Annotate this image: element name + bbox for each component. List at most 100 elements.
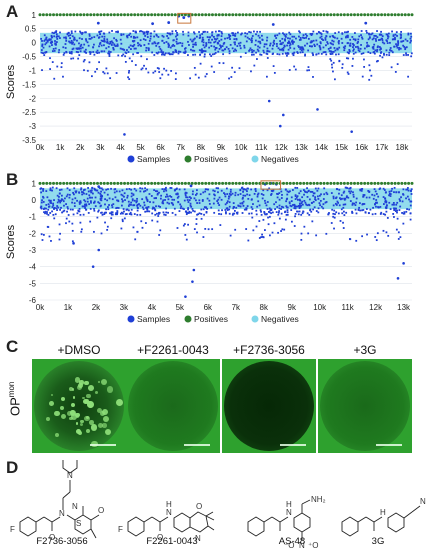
sample-point	[332, 212, 335, 215]
sample-point	[128, 70, 131, 72]
positive-point	[298, 13, 302, 17]
sample-point	[299, 205, 302, 208]
positive-point	[170, 181, 174, 185]
sample-point	[401, 212, 403, 214]
x-tick-label: 3k	[120, 303, 129, 312]
sample-point	[361, 203, 364, 206]
sample-point	[100, 194, 103, 197]
sample-point	[101, 188, 104, 191]
positive-point	[281, 13, 285, 17]
x-tick-label: 2k	[76, 143, 85, 152]
sample-point	[327, 213, 330, 216]
outlier-point	[184, 295, 187, 298]
sample-point	[92, 46, 95, 49]
sample-point	[379, 48, 382, 51]
sample-point	[343, 198, 346, 201]
sample-point	[295, 205, 298, 208]
sample-point	[271, 231, 274, 234]
sample-point	[88, 51, 91, 53]
sample-point	[311, 52, 314, 55]
sample-point	[217, 187, 220, 190]
sample-point	[106, 72, 109, 75]
positive-point	[38, 13, 42, 17]
sample-point	[65, 39, 68, 42]
sample-point	[410, 52, 413, 55]
sample-point	[99, 195, 102, 198]
sample-point	[73, 187, 76, 190]
sample-point	[179, 207, 182, 210]
colony	[75, 422, 79, 425]
outlier-point	[396, 277, 400, 280]
colony	[79, 419, 84, 424]
sample-point	[212, 189, 215, 192]
sample-point	[381, 41, 384, 44]
sample-point	[361, 209, 363, 212]
sample-point	[231, 32, 234, 34]
sample-point	[63, 52, 66, 54]
sample-point	[262, 189, 265, 192]
sample-point	[211, 31, 213, 34]
sample-point	[86, 197, 89, 200]
sample-point	[315, 234, 318, 237]
sample-point	[134, 30, 137, 33]
sample-point	[289, 204, 292, 207]
sample-point	[165, 186, 167, 189]
sample-point	[76, 199, 78, 202]
sample-point	[71, 208, 74, 211]
positive-point	[146, 181, 150, 185]
sample-point	[68, 189, 71, 191]
atom-label: NH₂	[311, 495, 326, 504]
sample-point	[333, 47, 336, 49]
sample-point	[312, 76, 314, 78]
positive-point	[187, 13, 191, 17]
legend-label: Negatives	[261, 154, 299, 164]
sample-point	[317, 207, 320, 210]
sample-point	[385, 210, 388, 213]
sample-point	[91, 186, 94, 189]
sample-point	[96, 68, 98, 70]
sample-point	[192, 53, 194, 56]
sample-point	[403, 45, 406, 48]
sample-point	[388, 192, 391, 195]
x-tick-label: 3k	[96, 143, 105, 152]
sample-point	[89, 53, 92, 55]
sample-point	[276, 45, 278, 48]
sample-point	[252, 49, 255, 52]
compound-name-f2261-0043: F2261-0043	[146, 536, 198, 547]
sample-point	[171, 202, 174, 205]
sample-point	[93, 208, 95, 210]
sample-point	[133, 213, 136, 215]
sample-point	[282, 49, 285, 52]
colony	[89, 420, 95, 426]
sample-point	[197, 213, 200, 216]
sample-point	[243, 208, 246, 211]
sample-point	[124, 60, 127, 63]
y-tick-label: -3.5	[22, 136, 36, 145]
sample-point	[346, 36, 349, 39]
sample-point	[159, 48, 162, 50]
sample-point	[195, 199, 197, 202]
sample-point	[100, 187, 103, 190]
sample-point	[165, 193, 168, 196]
sample-point	[331, 52, 334, 55]
sample-point	[278, 53, 281, 56]
sample-point	[241, 32, 243, 35]
sample-point	[119, 212, 122, 215]
sample-point	[149, 37, 152, 40]
sample-point	[112, 203, 115, 206]
positive-point	[227, 13, 231, 17]
positive-point	[221, 13, 225, 17]
sample-point	[409, 37, 412, 40]
sample-point	[51, 206, 54, 208]
positive-point	[278, 13, 282, 17]
sample-point	[71, 198, 74, 201]
sample-point	[383, 189, 386, 191]
sample-point	[381, 39, 384, 42]
sample-point	[410, 55, 413, 58]
y-tick-label: 0.5	[25, 25, 37, 34]
sample-point	[200, 212, 203, 215]
sample-point	[63, 209, 66, 212]
sample-point	[316, 195, 319, 198]
sample-point	[377, 45, 379, 48]
sample-point	[308, 203, 310, 206]
